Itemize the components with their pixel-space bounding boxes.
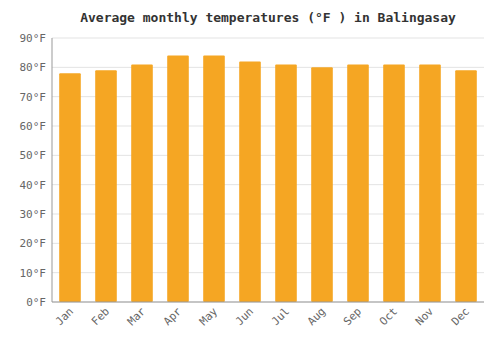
y-tick-label: 10°F — [20, 267, 47, 280]
title: Average monthly temperatures (°F ) in Ba… — [80, 10, 456, 25]
x-tick-label: Jan — [53, 305, 76, 328]
x-tick-label: Aug — [305, 305, 328, 328]
y-tick-label: 30°F — [20, 208, 47, 221]
x-tick-label: Jul — [269, 305, 292, 328]
y-axis: 0°F 10°F 20°F 30°F 40°F 50°F 60°F 70°F 80°F 90°F — [20, 32, 47, 309]
bar — [167, 56, 189, 302]
bar — [311, 67, 333, 302]
grid-line — [52, 302, 484, 303]
x-axis: Jan Feb Mar Apr May Jun Jul Aug Sep Oct Nov Dec — [53, 305, 472, 329]
page: {"chart_data": {"type": "bar", "title": … — [0, 0, 500, 350]
y-tick-label: 60°F — [20, 120, 47, 133]
x-tick-label: Feb — [89, 305, 112, 328]
bar — [383, 64, 405, 302]
x-tick-label: Oct — [377, 305, 400, 328]
x-tick-label: Dec — [449, 305, 472, 328]
y-tick-label: 40°F — [20, 179, 47, 192]
x-tick-label: May — [197, 305, 221, 329]
bar — [347, 64, 369, 302]
y-tick-label: 70°F — [20, 91, 47, 104]
grid-line — [52, 38, 484, 39]
bar — [455, 70, 477, 302]
chart: Average monthly temperatures (°F ) in Ba… — [0, 0, 500, 350]
bar — [203, 56, 225, 302]
y-tick-label: 90°F — [20, 32, 47, 45]
x-axis-line — [52, 302, 484, 303]
bar — [131, 64, 153, 302]
y-tick-label: 20°F — [20, 237, 47, 250]
bars — [59, 56, 477, 302]
y-tick-label: 50°F — [20, 149, 47, 162]
bar — [419, 64, 441, 302]
bar — [95, 70, 117, 302]
y-axis-line — [52, 38, 53, 302]
grid — [52, 38, 484, 302]
x-tick-label: Nov — [413, 305, 437, 329]
x-tick-label: Mar — [125, 305, 149, 329]
y-tick-label: 0°F — [26, 296, 46, 309]
x-tick-label: Jun — [233, 305, 256, 328]
bar — [59, 73, 81, 302]
y-tick-label: 80°F — [20, 61, 47, 74]
x-tick-label: Apr — [161, 305, 185, 329]
bar — [239, 61, 261, 302]
x-tick-label: Sep — [341, 305, 364, 328]
bar — [275, 64, 297, 302]
